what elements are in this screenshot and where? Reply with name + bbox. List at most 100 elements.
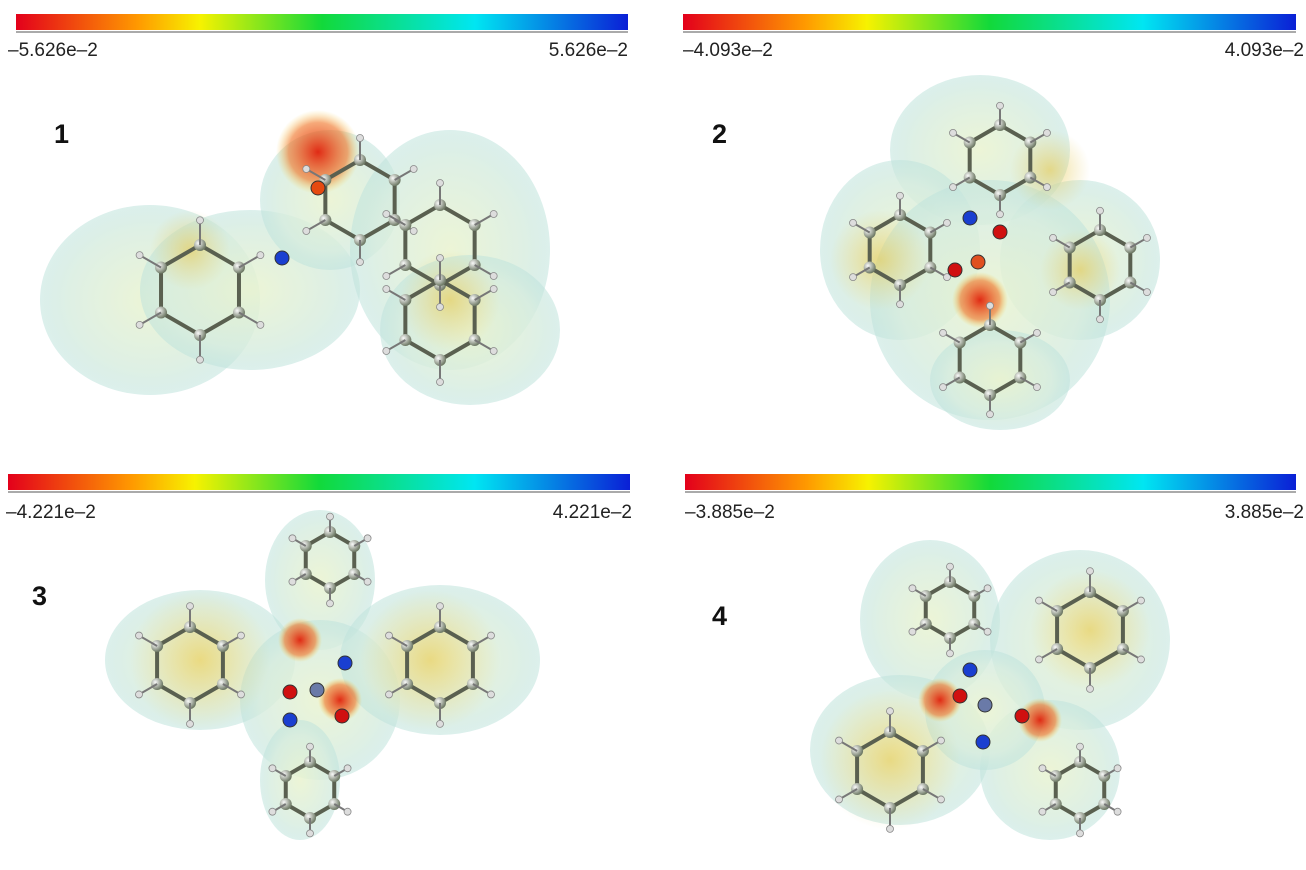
atom [289,535,296,542]
scale-min: –4.093e–2 [683,40,773,61]
body: –5.626e–2 5.626e–2 –4.093e–2 4.093e–2 –4… [0,0,1306,870]
molecule [820,75,1160,430]
atom [1138,597,1145,604]
atom [344,808,351,815]
panel-label: 2 [712,119,727,149]
atom [997,211,1004,218]
atom [1077,830,1084,837]
atom [887,708,894,715]
atom [950,184,957,191]
atom [303,228,310,235]
scale-min: –4.221e–2 [6,502,96,523]
atom [135,632,142,639]
atom [947,650,954,657]
atom [909,628,916,635]
page: MEP surfaces {"panels": [ {"label": "1",… [0,0,1306,870]
panel-label: 1 [54,119,69,149]
atom [269,808,276,815]
atom [1087,568,1094,575]
molecule [40,110,560,405]
atom [948,263,962,277]
atom [943,219,950,226]
atom [1143,234,1150,241]
molecule [810,540,1170,840]
atom [383,286,390,293]
atom [437,720,444,727]
surface-patch [278,618,322,662]
atom [437,603,444,610]
atom [953,689,967,703]
atom [289,578,296,585]
atom [1087,685,1094,692]
atom [490,273,497,280]
atom [437,304,444,311]
atom [997,102,1004,109]
atom [410,166,417,173]
atom [971,255,985,269]
atom [1114,765,1121,772]
atom [488,632,495,639]
atom [1143,289,1150,296]
atom [344,765,351,772]
atom [950,129,957,136]
atom [357,135,364,142]
atom [197,356,204,363]
atom [897,192,904,199]
atom [1114,808,1121,815]
scale-max: 5.626e–2 [549,40,628,61]
atom [437,379,444,386]
atom [490,211,497,218]
atom [940,384,947,391]
atom [335,709,349,723]
surface-patch [400,250,500,350]
surface-patch [130,590,270,730]
surface-patch [360,590,500,730]
atom [984,585,991,592]
atom [1035,597,1042,604]
atom [364,535,371,542]
atom [197,217,204,224]
atom [938,796,945,803]
atom [283,685,297,699]
atom [437,255,444,262]
atom [987,411,994,418]
atom [1039,765,1046,772]
scale-min: –5.626e–2 [8,40,98,61]
atom [984,628,991,635]
atom [488,691,495,698]
atom [327,600,334,607]
atom [257,321,264,328]
atom [976,735,990,749]
figure: –5.626e–2 5.626e–2 –4.093e–2 4.093e–2 –4… [0,0,1306,870]
atom [1033,329,1040,336]
atom [136,252,143,259]
atom [1050,234,1057,241]
atom [1035,656,1042,663]
atom [327,513,334,520]
atom [835,796,842,803]
atom [897,301,904,308]
atom [383,348,390,355]
atom [269,765,276,772]
atom [940,329,947,336]
atom [310,683,324,697]
atom [978,698,992,712]
atom [311,181,325,195]
atom [383,211,390,218]
atom [947,563,954,570]
atom [835,737,842,744]
molecule [105,510,540,840]
atom [357,259,364,266]
atom [993,225,1007,239]
molecule-images [40,75,1170,840]
atom [307,743,314,750]
atom [1077,743,1084,750]
atom [187,603,194,610]
scale-max: 4.093e–2 [1225,40,1304,61]
atom [364,578,371,585]
scale-max: 3.885e–2 [1225,502,1304,523]
scale-max: 4.221e–2 [553,502,632,523]
atom [187,720,194,727]
atom [1043,129,1050,136]
atom [410,228,417,235]
